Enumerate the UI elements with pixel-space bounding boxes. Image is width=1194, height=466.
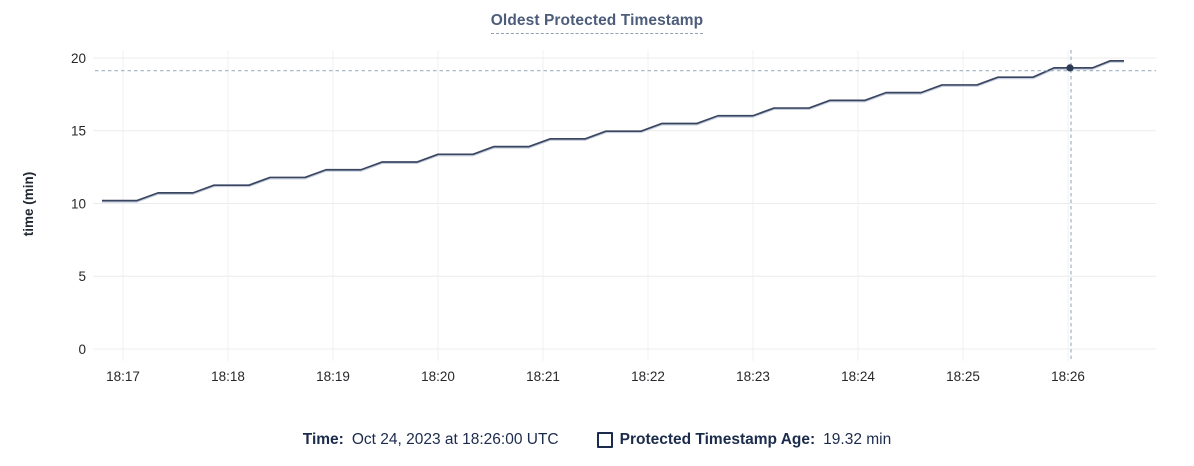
- series-checkbox-icon[interactable]: [596, 432, 613, 448]
- x-tick-label: 18:18: [211, 369, 245, 384]
- hover-time-value: Oct 24, 2023 at 18:26:00 UTC: [351, 431, 559, 448]
- x-tick-label: 18:23: [736, 369, 770, 384]
- chart-hover-legend: Time: Oct 24, 2023 at 18:26:00 UTC Prote…: [0, 429, 1194, 451]
- horizontal-gridlines: [93, 57, 1156, 350]
- y-tick-label: 0: [78, 342, 86, 357]
- x-tick-label: 18:26: [1051, 369, 1085, 384]
- series-label: Protected Timestamp Age:: [619, 431, 816, 448]
- hover-time-label: Time:: [302, 431, 344, 448]
- chart-title[interactable]: Oldest Protected Timestamp: [490, 12, 704, 34]
- chart-title-row: Oldest Protected Timestamp: [0, 12, 1194, 34]
- x-tick-label: 18:17: [106, 369, 140, 384]
- y-tick-label: 20: [71, 51, 86, 66]
- hover-point-dot: [1066, 64, 1074, 72]
- y-tick-label: 5: [78, 269, 86, 284]
- series-line: [102, 60, 1124, 202]
- series-value: 19.32 min: [823, 431, 892, 448]
- y-axis-title: time (min): [21, 172, 36, 237]
- y-tick-label: 15: [71, 124, 86, 139]
- x-tick-label: 18:19: [316, 369, 350, 384]
- series-line-halo: [102, 61, 1124, 203]
- x-tick-label: 18:20: [421, 369, 455, 384]
- x-tick-label: 18:22: [631, 369, 665, 384]
- y-axis-tick-labels: 0 5 10 15 20: [71, 51, 86, 357]
- vertical-gridlines: [122, 50, 1069, 361]
- x-axis-tick-labels: 18:17 18:18 18:19 18:20 18:21 18:22 18:23 18:24…: [106, 369, 1085, 384]
- x-tick-label: 18:21: [526, 369, 560, 384]
- x-tick-label: 18:25: [946, 369, 980, 384]
- y-tick-label: 10: [71, 196, 86, 211]
- x-tick-label: 18:24: [841, 369, 875, 384]
